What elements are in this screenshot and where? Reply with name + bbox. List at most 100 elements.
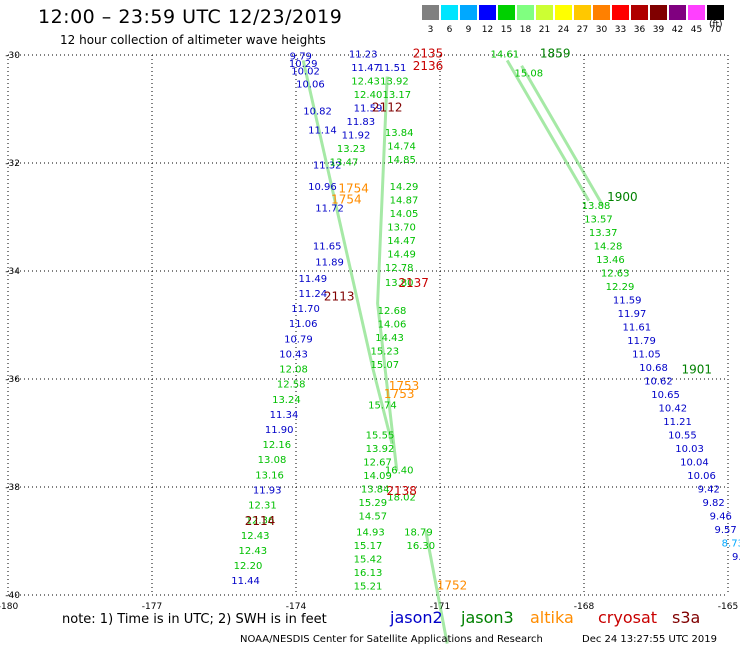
swh-label: 14.57 <box>358 511 387 522</box>
swh-label: 10.42 <box>658 403 687 414</box>
footer-timestamp: Dec 24 13:27:55 UTC 2019 <box>582 634 717 645</box>
colorbar-label: 33 <box>614 25 627 35</box>
time-label: 2138 <box>386 484 417 498</box>
swh-label: 12.43 <box>238 546 267 557</box>
colorbar-swatch <box>536 5 553 20</box>
swh-label: 12.58 <box>277 380 306 391</box>
y-tick-label: -30 <box>5 51 20 61</box>
track-line <box>301 60 394 445</box>
x-tick-label: -174 <box>286 602 307 612</box>
time-label: 1753 <box>389 379 420 393</box>
swh-label: 15.23 <box>370 347 399 358</box>
swh-label: 11.05 <box>632 349 661 360</box>
footer-credit: NOAA/NESDIS Center for Satellite Applica… <box>240 634 543 645</box>
swh-label: 9.46 <box>710 511 732 522</box>
swh-label: 12.20 <box>234 561 263 572</box>
colorbar-label: 6 <box>446 25 453 35</box>
colorbar-swatch <box>422 5 439 20</box>
swh-label: 10.29 <box>289 59 318 70</box>
colorbar-swatch <box>631 5 648 20</box>
swh-label: 14.61 <box>490 50 519 61</box>
time-label: 2137 <box>398 276 429 290</box>
swh-label: 12.36 <box>246 516 275 527</box>
colorbar-label: 39 <box>652 25 665 35</box>
swh-label: 12.63 <box>601 268 630 279</box>
swh-label: 13.23 <box>337 144 366 155</box>
swh-label: 12.43 <box>351 77 380 88</box>
swh-label: 9.57 <box>714 525 736 536</box>
swh-label: 16.13 <box>354 568 383 579</box>
swh-label: 15.74 <box>368 401 397 412</box>
swh-label: 10.06 <box>296 79 325 90</box>
swh-label: 15.55 <box>366 430 395 441</box>
swh-label: 15.29 <box>358 498 387 509</box>
swh-label: 15.42 <box>354 555 383 566</box>
swh-label: 11.79 <box>627 336 656 347</box>
swh-label: 12.40 <box>354 90 383 101</box>
track-line <box>520 65 605 207</box>
swh-label: 11.59 <box>613 295 642 306</box>
swh-label: 11.92 <box>342 131 371 142</box>
x-tick-label: -177 <box>142 602 162 612</box>
swh-label: 14.29 <box>390 182 419 193</box>
colorbar-swatch <box>479 5 496 20</box>
colorbar-swatch <box>555 5 572 20</box>
x-tick-label: -168 <box>574 602 595 612</box>
colorbar-label: 12 <box>481 25 494 35</box>
swh-label: 13.08 <box>258 455 287 466</box>
y-tick-label: -40 <box>5 591 20 601</box>
legend-jason3: jason3 <box>461 608 514 627</box>
colorbar-label: 36 <box>633 25 646 35</box>
swh-label: 18.02 <box>387 493 416 504</box>
swh-label: 11.72 <box>315 204 344 215</box>
time-label: 2112 <box>372 101 403 115</box>
swh-label: 14.85 <box>387 155 416 166</box>
x-tick-label: -165 <box>718 602 738 612</box>
swh-label: 10.04 <box>680 457 709 468</box>
y-tick-label: -36 <box>5 375 20 385</box>
swh-label: 13.46 <box>596 255 625 266</box>
chart-title: 12:00 – 23:59 UTC 12/23/2019 <box>38 6 343 28</box>
swh-label: 11.21 <box>663 417 692 428</box>
legend-s3a: s3a <box>672 608 701 627</box>
colorbar-label: 70 <box>709 25 722 35</box>
colorbar-label: 18 <box>519 25 532 35</box>
swh-label: 13.17 <box>382 90 411 101</box>
swh-label: 9.8 <box>732 552 740 563</box>
track-line <box>505 59 591 202</box>
note-text: note: 1) Time is in UTC; 2) SWH is in fe… <box>62 612 327 627</box>
swh-label: 10.06 <box>687 471 716 482</box>
swh-label: 11.65 <box>313 241 342 252</box>
swh-label: 11.90 <box>265 425 294 436</box>
colorbar-label: 9 <box>465 25 472 35</box>
swh-label: 14.87 <box>390 196 419 207</box>
swh-label: 12.43 <box>241 531 270 542</box>
swh-label: 10.02 <box>291 66 320 77</box>
colorbar-swatch <box>707 5 724 20</box>
track-line <box>376 76 399 471</box>
colorbar-swatch <box>574 5 591 20</box>
swh-label: 13.24 <box>272 395 301 406</box>
swh-label: 13.88 <box>582 201 611 212</box>
swh-label: 15.21 <box>354 582 383 593</box>
time-label: 2114 <box>245 514 276 528</box>
colorbar-swatch <box>441 5 458 20</box>
swh-label: 10.68 <box>639 363 668 374</box>
x-tick-label: -180 <box>0 602 18 612</box>
swh-label: 13.80 <box>385 278 414 289</box>
swh-label: 14.93 <box>356 528 385 539</box>
swh-label: 9.42 <box>698 484 720 495</box>
colorbar-label: 27 <box>576 25 589 35</box>
swh-label: 12.16 <box>262 440 291 451</box>
swh-label: 13.84 <box>361 484 390 495</box>
swh-label: 13.70 <box>387 223 416 234</box>
y-tick-label: -34 <box>5 267 20 277</box>
colorbar-label: 30 <box>595 25 608 35</box>
swh-label: 13.37 <box>589 228 618 239</box>
swh-label: 14.49 <box>387 250 416 261</box>
swh-label: 11.44 <box>231 576 260 587</box>
x-tick-label: -171 <box>430 602 450 612</box>
swh-label: 8.73 <box>722 538 740 549</box>
swh-label: 16.30 <box>406 541 435 552</box>
